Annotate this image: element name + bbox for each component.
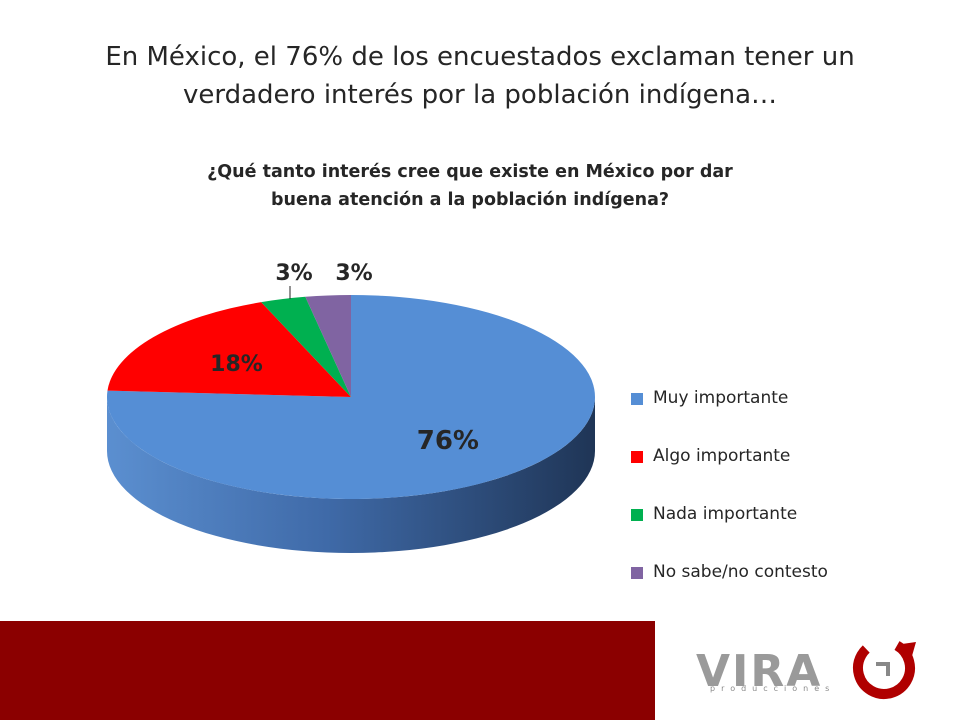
legend-label: Nada importante [653,504,798,524]
legend-item-nada-importante: Nada importante [631,500,851,558]
refresh-icon [853,637,916,699]
data-label-no-sabe-no-contesto: 3% [335,261,372,286]
footer-bar [0,621,655,720]
vira-logo: VIRA producciones [690,628,930,706]
chart-title: ¿Qué tanto interés cree que existe en Mé… [207,162,733,210]
legend-swatch [631,451,643,463]
slide-title: En México, el 76% de los encuestados exc… [105,42,855,110]
data-label-nada-importante: 3% [275,261,312,286]
legend-label: No sabe/no contesto [653,562,828,582]
legend-swatch [631,567,643,579]
legend-label: Muy importante [653,388,789,408]
logo-wordmark: VIRA [696,646,823,697]
data-label-muy-importante: 76% [417,426,479,456]
legend-label: Algo importante [653,446,791,466]
pie-slice-algo-importante [107,302,351,397]
legend-item-no-sabe: No sabe/no contesto [631,558,851,616]
pie-slice-nada-importante [261,296,351,397]
data-label-algo-importante: 18% [210,352,263,377]
pie-side-muy-importante [107,397,595,553]
chart-legend: Muy importante Algo importante Nada impo… [631,384,851,616]
legend-item-muy-importante: Muy importante [631,384,851,442]
pie-slice-no-sabe-no-contesto [305,295,351,397]
legend-swatch [631,509,643,521]
legend-swatch [631,393,643,405]
logo-subtext: producciones [710,684,836,693]
legend-item-algo-importante: Algo importante [631,442,851,500]
